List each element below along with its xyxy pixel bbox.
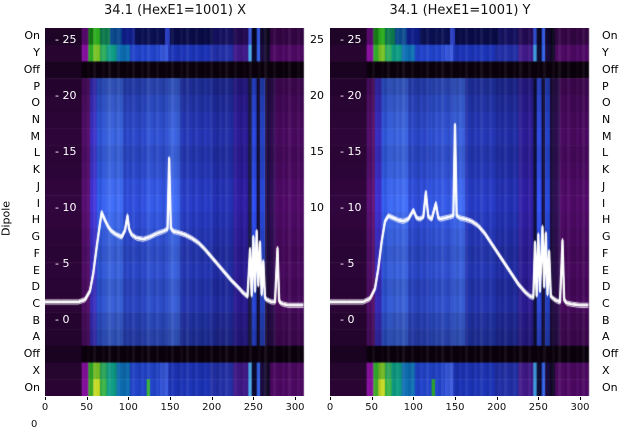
x-tick-label: 0 — [41, 402, 49, 413]
x-tick-mark — [295, 397, 296, 400]
x-tick-label: 200 — [202, 402, 222, 413]
row-label-left: P — [33, 79, 40, 93]
y-tick-label-inside: - 0 — [340, 313, 355, 326]
row-label-right: B — [602, 313, 610, 327]
y-tick-label-inside: - 0 — [55, 313, 70, 326]
row-label-left: K — [32, 163, 40, 177]
y-tick-label-right: 15 — [310, 145, 324, 158]
row-label-right: E — [602, 263, 609, 277]
x-tick-mark — [45, 397, 46, 400]
x-tick-mark — [253, 397, 255, 400]
corner-tick-label: 0 — [31, 419, 38, 430]
x-tick-mark — [413, 397, 415, 400]
row-label-left: L — [33, 146, 40, 160]
y-tick-label-right: 25 — [310, 33, 324, 46]
y-tick-label-inside: - 5 — [55, 257, 70, 270]
x-tick-label: 0 — [326, 402, 334, 413]
row-label-right: N — [602, 113, 611, 126]
row-label-right: K — [602, 163, 610, 177]
row-label-left: J — [36, 179, 40, 193]
row-label-left: H — [31, 213, 40, 227]
x-tick-mark — [371, 397, 373, 400]
row-label-right: C — [602, 297, 610, 310]
y-tick-label-inside: - 20 — [340, 89, 362, 102]
y-tick-label-inside: - 25 — [55, 33, 77, 46]
x-tick-label: 100 — [403, 402, 423, 413]
row-label-left: B — [32, 313, 40, 327]
row-label-right: H — [602, 213, 611, 227]
x-tick-label: 150 — [445, 402, 465, 413]
row-label-left: I — [36, 196, 40, 210]
panel-title-x: 34.1 (HexE1=1001) X — [104, 3, 246, 18]
row-label-right: J — [602, 179, 606, 193]
row-label-left: On — [24, 29, 40, 43]
y-tick-label-inside: - 5 — [340, 257, 355, 270]
x-tick-label: 300 — [570, 402, 590, 413]
y-tick-label-inside: - 15 — [340, 145, 362, 158]
heatmap-panel-x — [45, 28, 305, 396]
row-label-right: G — [602, 230, 611, 244]
x-tick-mark — [496, 397, 498, 400]
row-label-right: On — [602, 380, 618, 394]
y-tick-label-right: 10 — [310, 201, 324, 214]
y-tick-label-inside: - 15 — [55, 145, 77, 158]
row-label-right: Off — [602, 62, 619, 76]
x-tick-label: 150 — [160, 402, 180, 413]
row-label-left: Off — [23, 347, 40, 361]
x-tick-mark — [128, 397, 130, 400]
row-label-left: O — [31, 96, 40, 110]
row-label-left: X — [32, 363, 40, 377]
row-label-left: M — [30, 129, 41, 143]
y-tick-label-inside: - 20 — [55, 89, 77, 102]
row-label-left: On — [24, 380, 40, 394]
row-label-left: C — [32, 297, 40, 310]
row-label-left: N — [31, 113, 40, 126]
x-tick-label: 250 — [243, 402, 263, 413]
row-label-right: A — [602, 330, 610, 344]
x-tick-mark — [538, 397, 540, 400]
row-label-left: Off — [23, 62, 40, 76]
y-tick-label-inside: - 25 — [340, 33, 362, 46]
x-tick-label: 50 — [80, 402, 94, 413]
x-tick-mark — [211, 397, 213, 400]
x-tick-mark — [580, 397, 581, 400]
row-label-right: Off — [602, 347, 619, 361]
row-label-left: G — [31, 230, 40, 244]
panel-title-y: 34.1 (HexE1=1001) Y — [389, 3, 531, 18]
row-label-left: A — [32, 330, 40, 344]
row-label-left: D — [31, 280, 40, 294]
y-tick-label-inside: - 10 — [340, 201, 362, 214]
row-label-right: On — [602, 29, 618, 43]
y-tick-label-inside: - 10 — [55, 201, 77, 214]
x-tick-label: 50 — [365, 402, 379, 413]
row-label-left: F — [33, 246, 40, 260]
row-label-left: Y — [33, 46, 40, 60]
x-tick-label: 200 — [487, 402, 507, 413]
row-label-right: D — [602, 280, 611, 294]
row-label-right: L — [602, 146, 609, 160]
x-tick-label: 300 — [285, 402, 305, 413]
row-label-right: P — [602, 79, 609, 93]
row-label-right: X — [602, 363, 610, 377]
heatmap-panel-y — [330, 28, 590, 396]
x-tick-label: 250 — [528, 402, 548, 413]
row-label-right: F — [602, 246, 609, 260]
row-label-left: E — [33, 263, 40, 277]
x-tick-mark — [170, 397, 171, 400]
row-label-right: M — [602, 129, 612, 143]
x-tick-label: 100 — [118, 402, 138, 413]
row-label-right: O — [602, 96, 611, 110]
y-tick-label-right: 20 — [310, 89, 324, 102]
x-tick-mark — [455, 397, 456, 400]
row-label-right: I — [602, 196, 606, 210]
x-tick-mark — [86, 397, 88, 400]
x-tick-mark — [330, 397, 331, 400]
row-label-right: Y — [602, 46, 609, 60]
